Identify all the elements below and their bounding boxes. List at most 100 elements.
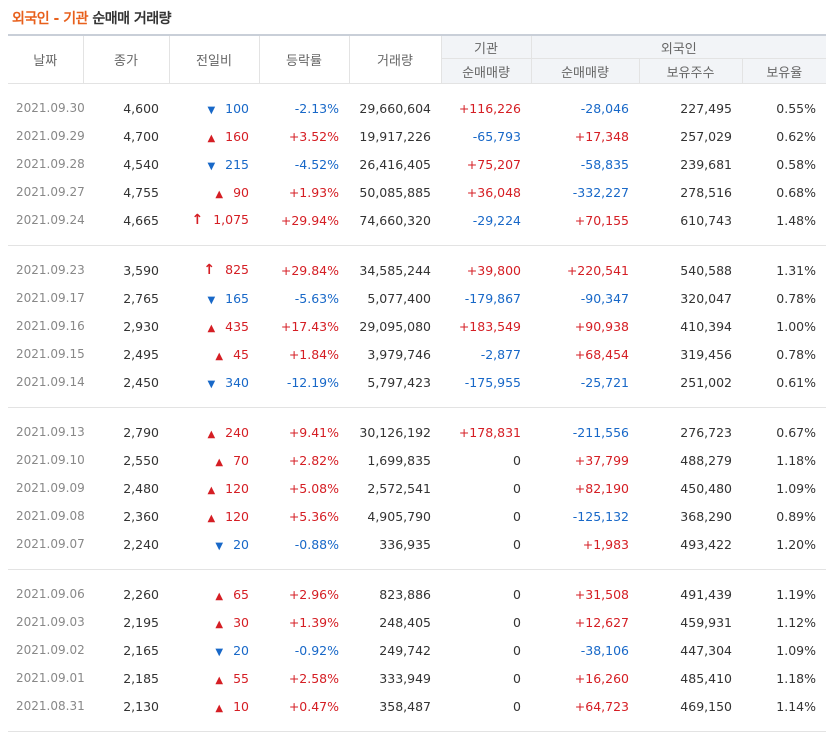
ratio-cell: 0.78% [776, 290, 817, 306]
section-title: 외국인 - 기관 순매매 거래량 [12, 8, 172, 28]
change-value: 120 [225, 508, 249, 524]
change-value: 30 [233, 614, 249, 630]
rate-cell: +1.93% [288, 184, 339, 200]
close-price-cell: 2,165 [123, 642, 159, 658]
table-header: 날짜 종가 전일비 등락률 거래량 기관 외국인 순매매량 순매매량 보유주수 … [8, 35, 827, 84]
change-cell: ▲ 120 [169, 474, 259, 502]
close-price-cell: 2,790 [123, 424, 159, 440]
holdings-cell: 469,150 [680, 698, 732, 714]
close-price-cell: 2,185 [123, 670, 159, 686]
close-price-cell: 2,240 [123, 536, 159, 552]
holdings-cell: 320,047 [680, 290, 732, 306]
foreign-net-cell: -332,227 [572, 184, 629, 200]
table-row: 2021.09.14 2,450 ▼ 340 -12.19% 5,797,423 -175,… [8, 368, 826, 396]
holdings-cell: 227,495 [680, 100, 732, 116]
volume-cell: 336,935 [379, 536, 431, 552]
ratio-cell: 0.62% [776, 128, 817, 144]
close-price-cell: 4,540 [123, 156, 159, 172]
date-cell: 2021.09.24 [16, 213, 85, 227]
date-cell: 2021.09.17 [16, 291, 85, 305]
rate-cell: -0.92% [294, 642, 339, 658]
triangle-up-icon: ▲ [207, 428, 216, 440]
institution-net-cell: 0 [513, 586, 521, 602]
change-value: 160 [225, 128, 249, 144]
change-value: 70 [233, 452, 249, 468]
change-value: 45 [233, 346, 249, 362]
ratio-cell: 0.58% [776, 156, 817, 172]
date-cell: 2021.09.09 [16, 481, 85, 495]
table-row: 2021.09.13 2,790 ▲ 240 +9.41% 30,126,192 +178,… [8, 418, 826, 446]
ratio-cell: 0.78% [776, 346, 817, 362]
change-value: 1,075 [213, 212, 249, 227]
volume-cell: 249,742 [379, 642, 431, 658]
change-value: 20 [233, 642, 249, 658]
institution-net-cell: 0 [513, 642, 521, 658]
table-row: 2021.09.17 2,765 ▼ 165 -5.63% 5,077,400 -179,8… [8, 284, 826, 312]
foreign-net-cell: +82,190 [574, 480, 629, 496]
institution-net-cell: 0 [513, 508, 521, 524]
change-value: 340 [225, 374, 249, 390]
foreign-net-cell: -90,347 [580, 290, 629, 306]
institution-net-cell: +36,048 [466, 184, 521, 200]
table-row: 2021.09.06 2,260 ▲ 65 +2.96% 823,886 0 +31,508 4… [8, 580, 826, 608]
foreign-net-cell: +37,799 [574, 452, 629, 468]
rate-cell: +5.08% [288, 480, 339, 496]
change-value: 215 [225, 156, 249, 172]
header-rate: 등락률 [259, 35, 350, 84]
triangle-up-icon: ▲ [215, 590, 224, 602]
date-cell: 2021.09.03 [16, 615, 85, 629]
volume-cell: 5,077,400 [367, 290, 431, 306]
close-price-cell: 4,665 [123, 212, 159, 228]
header-foreign-net: 순매매량 [531, 58, 640, 84]
header-ratio: 보유율 [742, 58, 827, 84]
ratio-cell: 1.31% [776, 262, 817, 278]
triangle-up-icon: ▲ [207, 484, 216, 496]
foreign-net-cell: -28,046 [580, 100, 629, 116]
close-price-cell: 2,550 [123, 452, 159, 468]
rate-cell: +17.43% [280, 318, 339, 334]
close-price-cell: 2,765 [123, 290, 159, 306]
date-cell: 2021.08.31 [16, 699, 85, 713]
holdings-cell: 319,456 [680, 346, 732, 362]
date-cell: 2021.09.29 [16, 129, 85, 143]
volume-cell: 333,949 [379, 670, 431, 686]
date-cell: 2021.09.27 [16, 185, 85, 199]
close-price-cell: 4,600 [123, 100, 159, 116]
change-cell: ↑ 825 [169, 256, 259, 284]
ratio-cell: 0.67% [776, 424, 817, 440]
close-price-cell: 2,450 [123, 374, 159, 390]
change-value: 120 [225, 480, 249, 496]
date-cell: 2021.09.06 [16, 587, 85, 601]
volume-cell: 4,905,790 [367, 508, 431, 524]
triangle-up-icon: ▲ [215, 188, 224, 200]
volume-cell: 29,095,080 [359, 318, 431, 334]
rate-cell: -12.19% [286, 374, 339, 390]
date-cell: 2021.09.13 [16, 425, 85, 439]
holdings-cell: 485,410 [680, 670, 732, 686]
table-row: 2021.09.03 2,195 ▲ 30 +1.39% 248,405 0 +12,627 4… [8, 608, 826, 636]
ratio-cell: 1.48% [776, 212, 817, 228]
close-price-cell: 2,360 [123, 508, 159, 524]
foreign-net-cell: +1,983 [582, 536, 629, 552]
volume-cell: 30,126,192 [359, 424, 431, 440]
foreign-net-cell: +12,627 [574, 614, 629, 630]
institution-net-cell: -175,955 [464, 374, 521, 390]
holdings-cell: 610,743 [680, 212, 732, 228]
rate-cell: +9.41% [288, 424, 339, 440]
institution-net-cell: 0 [513, 670, 521, 686]
rate-cell: +1.84% [288, 346, 339, 362]
foreign-net-cell: -211,556 [572, 424, 629, 440]
volume-cell: 50,085,885 [359, 184, 431, 200]
ratio-cell: 0.61% [776, 374, 817, 390]
date-cell: 2021.09.30 [16, 101, 85, 115]
table-row: 2021.09.15 2,495 ▲ 45 +1.84% 3,979,746 -2,877 +… [8, 340, 826, 368]
table-row: 2021.09.30 4,600 ▼ 100 -2.13% 29,660,604 +116,… [8, 94, 826, 122]
ratio-cell: 1.18% [776, 670, 817, 686]
ratio-cell: 1.14% [776, 698, 817, 714]
triangle-down-icon: ▼ [215, 646, 224, 658]
limit-up-arrow-icon: ↑ [203, 262, 216, 278]
ratio-cell: 1.09% [776, 642, 817, 658]
rate-cell: -2.13% [294, 100, 339, 116]
change-value: 10 [233, 698, 249, 714]
triangle-down-icon: ▼ [207, 294, 216, 306]
